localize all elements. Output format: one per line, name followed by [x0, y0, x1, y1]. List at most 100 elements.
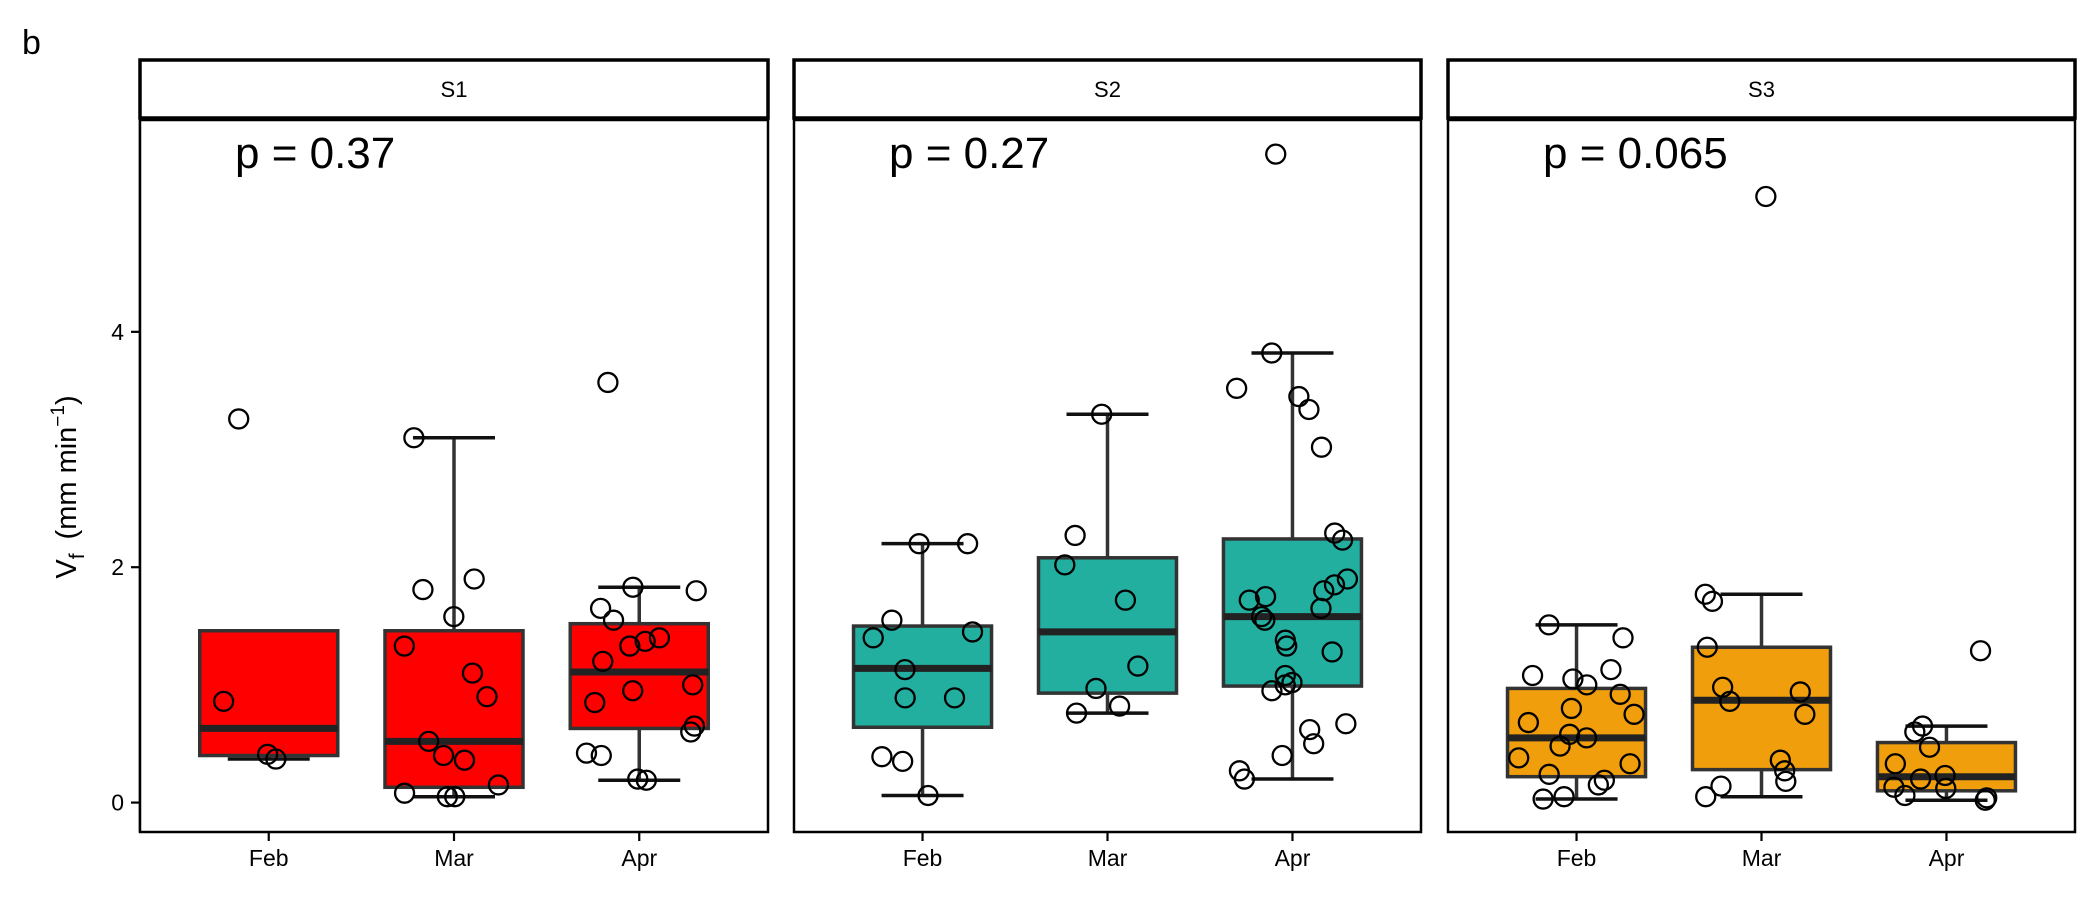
- box-iqr: [851, 624, 994, 730]
- data-point: [1711, 676, 1734, 698]
- data-point: [1127, 655, 1149, 677]
- data-point: [1324, 522, 1346, 544]
- data-point: [961, 621, 984, 643]
- data-point: [1085, 677, 1107, 700]
- data-point: [589, 597, 612, 620]
- data-point: [212, 690, 235, 713]
- data-point: [1934, 764, 1956, 787]
- data-point: [1911, 715, 1934, 737]
- data-point: [1587, 774, 1609, 796]
- data-point: [1331, 529, 1354, 551]
- data-point: [1696, 636, 1718, 658]
- data-point: [461, 662, 484, 684]
- data-point: [1974, 789, 1996, 811]
- data-point: [648, 627, 671, 649]
- data-point: [1976, 787, 1998, 809]
- data-point: [894, 687, 916, 709]
- y-axis-title: Vf (mm min−1): [48, 395, 89, 578]
- x-tick-label: Feb: [903, 845, 943, 871]
- data-point: [487, 774, 510, 796]
- data-point: [1969, 640, 1992, 662]
- y-axis-title-unit: (mm min: [51, 427, 83, 540]
- data-point: [1261, 342, 1283, 364]
- data-point: [1265, 143, 1287, 165]
- box-mar: [383, 427, 525, 808]
- box-feb: [197, 408, 340, 770]
- data-point: [584, 691, 606, 714]
- data-point: [908, 533, 930, 555]
- y-axis: 0 2 4: [111, 120, 142, 832]
- p-value-annotation: p = 0.37: [235, 129, 395, 178]
- data-point: [403, 427, 425, 449]
- data-point: [1225, 377, 1248, 399]
- data-point: [1250, 605, 1273, 628]
- x-tick-label: Feb: [1557, 845, 1597, 871]
- data-point: [1274, 629, 1296, 651]
- strip-label: S1: [441, 77, 468, 102]
- data-point: [1228, 760, 1251, 782]
- data-point: [1303, 733, 1325, 755]
- box-feb: [851, 533, 994, 807]
- data-point: [1694, 583, 1716, 605]
- box-iqr: [383, 629, 525, 790]
- x-tick-label: Apr: [1929, 845, 1965, 871]
- box-iqr: [1036, 556, 1179, 695]
- data-point: [871, 746, 893, 768]
- data-point: [1909, 768, 1932, 790]
- strip-header: [138, 58, 770, 120]
- data-point: [443, 605, 465, 628]
- data-point: [622, 576, 644, 598]
- strip-label: S3: [1748, 77, 1775, 102]
- data-point: [476, 686, 498, 708]
- data-point: [592, 650, 614, 673]
- data-point: [1562, 668, 1584, 690]
- data-point: [1883, 776, 1905, 798]
- data-point: [1288, 385, 1310, 408]
- data-point: [1065, 702, 1088, 724]
- y-axis-title-unit-close: ): [51, 395, 83, 405]
- strip-header: [1446, 58, 2077, 120]
- data-point: [393, 782, 416, 804]
- data-point: [943, 687, 966, 709]
- y-axis-title-unit-exponent: −1: [48, 405, 69, 427]
- data-point: [685, 580, 707, 602]
- data-point: [1918, 736, 1941, 758]
- data-point: [1774, 760, 1796, 782]
- data-point: [1238, 589, 1260, 611]
- data-point: [1553, 786, 1575, 808]
- data-point: [575, 742, 598, 764]
- strip-label: S2: [1094, 77, 1121, 102]
- data-point: [1299, 718, 1321, 741]
- data-point: [1321, 641, 1343, 663]
- data-point: [1623, 703, 1645, 725]
- data-point: [1775, 770, 1797, 793]
- p-value-annotation: p = 0.065: [1543, 129, 1728, 178]
- data-point: [412, 578, 434, 601]
- facet-s1: S1 p = 0.37 Feb Mar Apr: [138, 58, 770, 871]
- data-point: [436, 786, 458, 808]
- data-point: [1600, 658, 1622, 681]
- data-point: [1769, 749, 1791, 771]
- data-point: [1609, 683, 1631, 705]
- data-point: [1884, 753, 1906, 775]
- data-point: [894, 658, 916, 681]
- data-point: [590, 744, 612, 767]
- data-point: [683, 715, 706, 737]
- data-point: [432, 744, 455, 767]
- y-axis-title-main: V: [51, 559, 83, 579]
- svg-text:Vf(mm min−1): Vf (mm min−1): [48, 395, 89, 578]
- data-point: [418, 730, 440, 753]
- data-point: [1593, 769, 1616, 791]
- data-point: [1612, 627, 1634, 649]
- data-point: [1560, 697, 1583, 720]
- x-tick-label: Apr: [621, 845, 657, 871]
- data-point: [602, 609, 625, 631]
- data-point: [453, 749, 476, 771]
- x-tick-label: Mar: [1088, 845, 1128, 871]
- data-point: [228, 408, 250, 430]
- data-point: [1274, 664, 1296, 687]
- data-point: [891, 750, 914, 773]
- box-iqr: [1690, 645, 1833, 772]
